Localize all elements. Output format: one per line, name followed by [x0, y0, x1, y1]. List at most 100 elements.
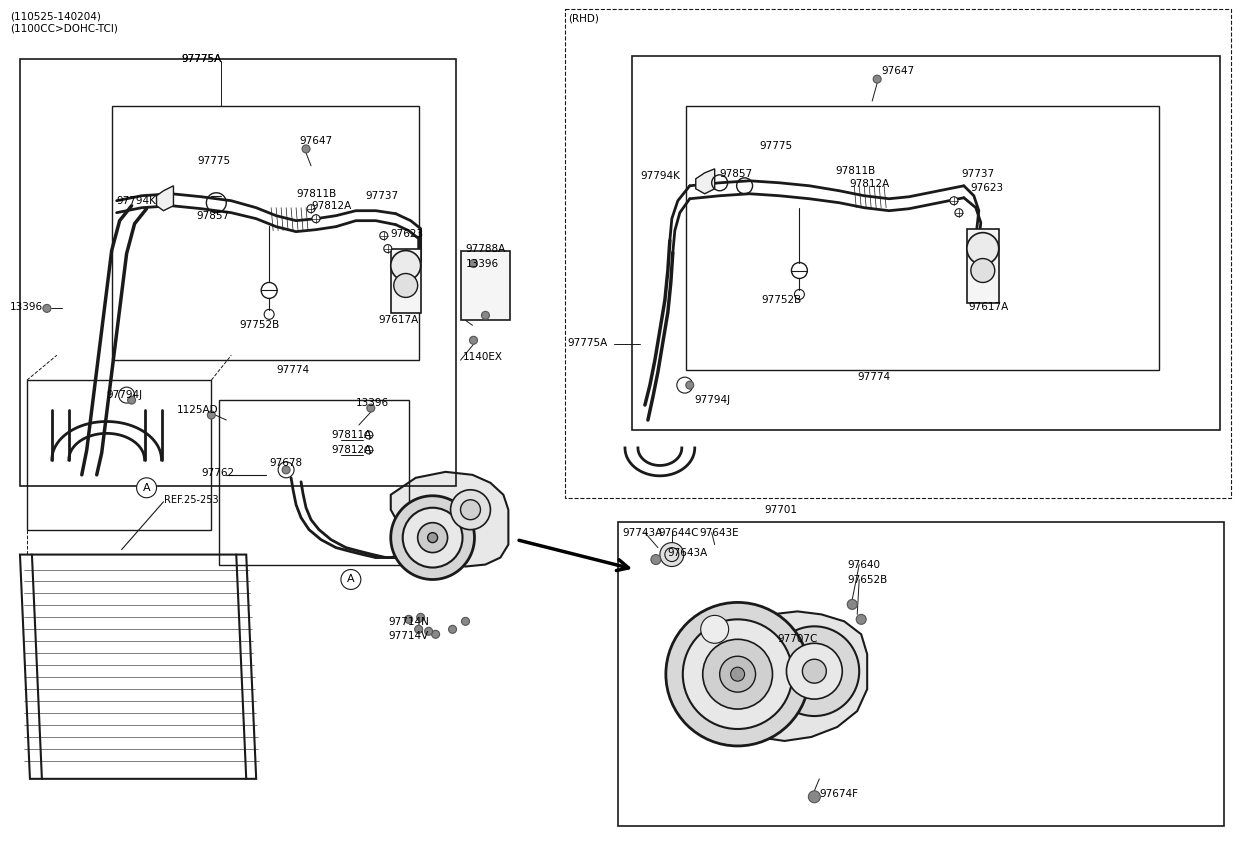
Text: 97644C: 97644C — [658, 527, 698, 538]
Bar — [967, 229, 998, 304]
Text: 97775A: 97775A — [567, 338, 608, 349]
Text: 13396: 13396 — [356, 398, 389, 408]
Text: 97752B: 97752B — [761, 295, 802, 305]
Circle shape — [365, 446, 373, 454]
Circle shape — [414, 625, 423, 633]
Bar — [686, 106, 1159, 371]
Polygon shape — [709, 611, 867, 741]
Text: A: A — [143, 483, 150, 493]
Text: (110525-140204): (110525-140204) — [10, 11, 100, 21]
Text: 97647: 97647 — [299, 136, 332, 146]
Bar — [112, 106, 419, 360]
Circle shape — [379, 232, 388, 240]
Text: 1125AD: 1125AD — [176, 405, 218, 415]
Polygon shape — [696, 169, 714, 193]
Text: 97811A: 97811A — [331, 430, 371, 440]
Bar — [20, 59, 455, 486]
Circle shape — [43, 304, 51, 312]
Circle shape — [449, 625, 456, 633]
Text: 97794K: 97794K — [117, 196, 156, 206]
Circle shape — [460, 499, 480, 520]
Circle shape — [391, 496, 475, 579]
Circle shape — [971, 259, 994, 282]
Text: 13396: 13396 — [10, 303, 43, 312]
Text: 97701: 97701 — [765, 505, 797, 515]
Text: 97811B: 97811B — [836, 166, 875, 176]
Circle shape — [303, 145, 310, 153]
Circle shape — [207, 411, 216, 419]
Circle shape — [847, 600, 857, 610]
Text: A: A — [347, 574, 355, 584]
Text: 1140EX: 1140EX — [463, 352, 502, 362]
Circle shape — [394, 274, 418, 298]
Circle shape — [418, 522, 448, 553]
Circle shape — [802, 659, 826, 683]
Circle shape — [128, 396, 135, 404]
Text: 97774: 97774 — [857, 372, 890, 382]
Circle shape — [770, 627, 859, 716]
Circle shape — [365, 431, 373, 439]
Circle shape — [424, 628, 433, 635]
Text: 97752B: 97752B — [239, 321, 279, 331]
Text: 97643E: 97643E — [699, 527, 739, 538]
Text: 13396: 13396 — [465, 259, 498, 269]
Text: 97775: 97775 — [760, 141, 792, 151]
Circle shape — [428, 533, 438, 543]
Circle shape — [367, 404, 374, 412]
Text: (RHD): (RHD) — [568, 14, 599, 24]
Circle shape — [950, 197, 957, 204]
Circle shape — [683, 619, 792, 729]
Text: 97857: 97857 — [719, 169, 753, 179]
Circle shape — [719, 656, 755, 692]
Circle shape — [701, 616, 729, 644]
Circle shape — [967, 232, 998, 265]
Circle shape — [703, 639, 773, 709]
Text: 97737: 97737 — [961, 169, 994, 179]
Text: 97707C: 97707C — [777, 634, 818, 644]
Circle shape — [808, 791, 821, 803]
Circle shape — [470, 259, 477, 267]
Text: 97775A: 97775A — [181, 54, 222, 64]
Text: 97743A: 97743A — [622, 527, 662, 538]
Text: 97674F: 97674F — [820, 789, 858, 799]
Circle shape — [651, 555, 661, 565]
Text: 97617A: 97617A — [968, 303, 1009, 312]
Circle shape — [873, 75, 882, 83]
Text: 97775A: 97775A — [181, 54, 222, 64]
Circle shape — [730, 667, 744, 681]
Text: 97811B: 97811B — [296, 189, 336, 198]
Circle shape — [312, 215, 320, 223]
Text: 97762: 97762 — [201, 468, 234, 478]
Circle shape — [403, 508, 463, 567]
Circle shape — [786, 644, 842, 699]
Text: 97794K: 97794K — [640, 170, 680, 181]
Text: REF.25-253: REF.25-253 — [164, 494, 218, 505]
Circle shape — [341, 570, 361, 589]
Bar — [460, 250, 511, 321]
Text: (1100CC>DOHC-TCI): (1100CC>DOHC-TCI) — [10, 23, 118, 33]
Text: 97788A: 97788A — [465, 243, 506, 254]
Circle shape — [450, 490, 491, 530]
Circle shape — [461, 617, 470, 625]
Polygon shape — [391, 471, 508, 566]
Bar — [391, 248, 420, 314]
Text: 97812A: 97812A — [849, 179, 889, 189]
Circle shape — [686, 381, 693, 389]
Text: 97775: 97775 — [197, 156, 231, 166]
Circle shape — [404, 616, 413, 623]
Bar — [27, 380, 211, 530]
Bar — [565, 9, 1231, 498]
Text: 97640: 97640 — [847, 560, 880, 570]
Circle shape — [470, 337, 477, 344]
Text: 97737: 97737 — [366, 191, 399, 201]
Text: 97857: 97857 — [196, 210, 229, 220]
Text: 97623: 97623 — [971, 183, 1004, 192]
Text: 97647: 97647 — [882, 66, 914, 76]
Circle shape — [660, 543, 683, 566]
Text: 97774: 97774 — [277, 365, 309, 375]
Circle shape — [308, 204, 315, 213]
Text: 97617A: 97617A — [378, 315, 419, 326]
Text: 97678: 97678 — [269, 458, 303, 468]
Bar — [219, 400, 409, 565]
Text: 97812A: 97812A — [311, 201, 351, 211]
